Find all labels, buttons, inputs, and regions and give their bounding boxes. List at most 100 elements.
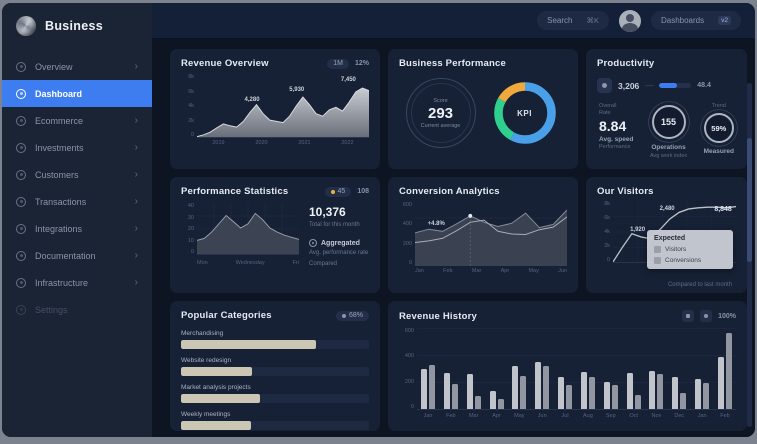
sidebar-item-ecommerce[interactable]: Ecommerce › — [2, 107, 152, 134]
card-title: Popular Categories — [181, 310, 272, 321]
menu-item-icon — [16, 304, 26, 315]
sidebar-item-documentation[interactable]: Documentation › — [2, 242, 152, 269]
sidebar: Business Overview › Dashboard Ecommerce › Inv… — [2, 3, 152, 437]
logo-text: Business — [45, 19, 103, 33]
tick-label: 2019 — [212, 140, 225, 146]
bar-previous — [634, 394, 641, 409]
gridline — [417, 328, 736, 329]
trend-badge[interactable]: 45 — [324, 186, 352, 197]
card-productivity: Productivity 3,206 — 48.4 Overall Rate 8… — [586, 49, 747, 169]
sidebar-item-label: Infrastructure — [35, 277, 89, 288]
bar-current — [580, 371, 587, 409]
trend-caption: Total for this month — [309, 222, 360, 228]
app-window: Business Overview › Dashboard Ecommerce › Inv… — [2, 3, 755, 437]
trend-x-axis: Mon Wednesday Fri — [197, 258, 299, 269]
list-view-button[interactable] — [700, 310, 713, 322]
bar-previous — [725, 332, 732, 409]
bar-current — [603, 382, 610, 409]
sidebar-item-label: Documentation — [35, 250, 96, 261]
grid-view-button[interactable] — [682, 310, 695, 322]
account-menu[interactable]: Dashboards v2 — [650, 11, 741, 30]
tick-label: 20 — [187, 226, 194, 232]
history-bars — [417, 328, 736, 409]
category-label: Merchandising — [181, 330, 224, 337]
chevron-right-icon: › — [134, 141, 138, 153]
scrollbar-thumb[interactable] — [747, 138, 752, 262]
sidebar-item-integrations[interactable]: Integrations › — [2, 215, 152, 242]
bar-group — [603, 328, 618, 409]
card-title: Our Visitors — [597, 186, 654, 197]
category-bar-fill — [181, 421, 251, 430]
categories-badge[interactable]: 68% — [335, 310, 369, 321]
sidebar-item-investments[interactable]: Investments › — [2, 134, 152, 161]
menu-item-icon — [16, 250, 26, 261]
trend-extra: 108 — [357, 188, 369, 195]
sidebar-item-settings[interactable]: Settings — [2, 296, 152, 323]
legend-swatch-icon — [654, 257, 662, 265]
operations-ring: 155 — [651, 105, 686, 139]
sidebar-item-customers[interactable]: Customers › — [2, 161, 152, 188]
card-title: Revenue History — [399, 310, 477, 322]
menu-item-icon — [16, 223, 26, 234]
sidebar-item-transactions[interactable]: Transactions › — [2, 188, 152, 215]
bar-group — [535, 328, 550, 409]
bar-group — [421, 328, 435, 409]
sidebar-item-overview[interactable]: Overview › — [2, 53, 152, 80]
badge-value: 68% — [348, 312, 363, 319]
tick-label: Mon — [197, 260, 208, 266]
tick-label: 600 — [404, 328, 414, 334]
tick-label: Jul — [561, 413, 569, 419]
stat-sub-label: Performance — [599, 144, 631, 150]
scrollbar[interactable] — [747, 83, 752, 427]
bar-current — [466, 373, 473, 409]
tooltip-title: Expected — [654, 235, 686, 243]
sidebar-item-dashboard[interactable]: Dashboard — [2, 80, 152, 107]
bar-current — [558, 377, 565, 409]
tick-label: Jan — [415, 268, 424, 274]
menu-item-icon — [16, 277, 26, 288]
conversion-y-axis: 600 400 200 0 — [399, 202, 415, 266]
sidebar-item-label: Integrations — [35, 223, 83, 234]
menu-item-icon — [16, 88, 26, 99]
revenue-y-axis: 8k 6k 4k 2k 0 — [181, 74, 197, 138]
card-title: Revenue Overview — [181, 58, 269, 69]
meter-value: 48.4 — [697, 82, 711, 89]
yellow-dot-icon — [330, 189, 335, 194]
productivity-meter — [659, 83, 692, 88]
bar-previous — [474, 396, 481, 409]
sidebar-item-label: Ecommerce — [35, 115, 84, 126]
refresh-icon — [309, 239, 317, 247]
stat-top-label: Overall — [599, 103, 617, 109]
tick-label: Feb — [443, 268, 453, 274]
tick-label: 0 — [606, 257, 610, 263]
summary-icon[interactable] — [597, 78, 612, 93]
stat-top-label: Trend — [711, 103, 726, 109]
sidebar-item-infrastructure[interactable]: Infrastructure › — [2, 269, 152, 296]
tick-label: Aug — [583, 413, 593, 419]
history-x-axis: Jan Feb Mar Apr May Jun Jul Aug Sep Oct Nov Dec Jan F… — [417, 410, 736, 419]
gauge-bottom-label: Current average — [420, 122, 461, 129]
range-badge[interactable]: 1M — [327, 58, 349, 69]
separator: — — [645, 81, 654, 90]
bar-group — [672, 328, 687, 409]
legend-swatch-icon — [654, 246, 662, 254]
tick-label: 2021 — [298, 140, 311, 146]
chevron-right-icon: › — [134, 60, 138, 72]
category-label: Website redesign — [181, 357, 232, 364]
revenue-chart: 4,280 5,930 7,450 — [197, 74, 369, 138]
chevron-right-icon: › — [134, 114, 138, 126]
trend-line2: Compared — [309, 261, 338, 267]
logo[interactable]: Business — [2, 3, 152, 49]
tick-label: 8k — [604, 201, 610, 207]
avatar[interactable] — [618, 9, 641, 32]
sidebar-item-label: Transactions — [35, 196, 87, 207]
bar-group — [649, 328, 664, 409]
tick-label: 0 — [410, 403, 414, 410]
metric-label: Aggregated — [321, 239, 360, 247]
search-input[interactable]: Search ⌘K — [537, 11, 609, 30]
category-bar-track — [181, 340, 369, 349]
card-title: Productivity — [597, 58, 655, 69]
sidebar-item-label: Overview — [35, 61, 73, 72]
chart-annotation: 5,930 — [289, 87, 305, 94]
tick-label: 0 — [408, 259, 412, 266]
